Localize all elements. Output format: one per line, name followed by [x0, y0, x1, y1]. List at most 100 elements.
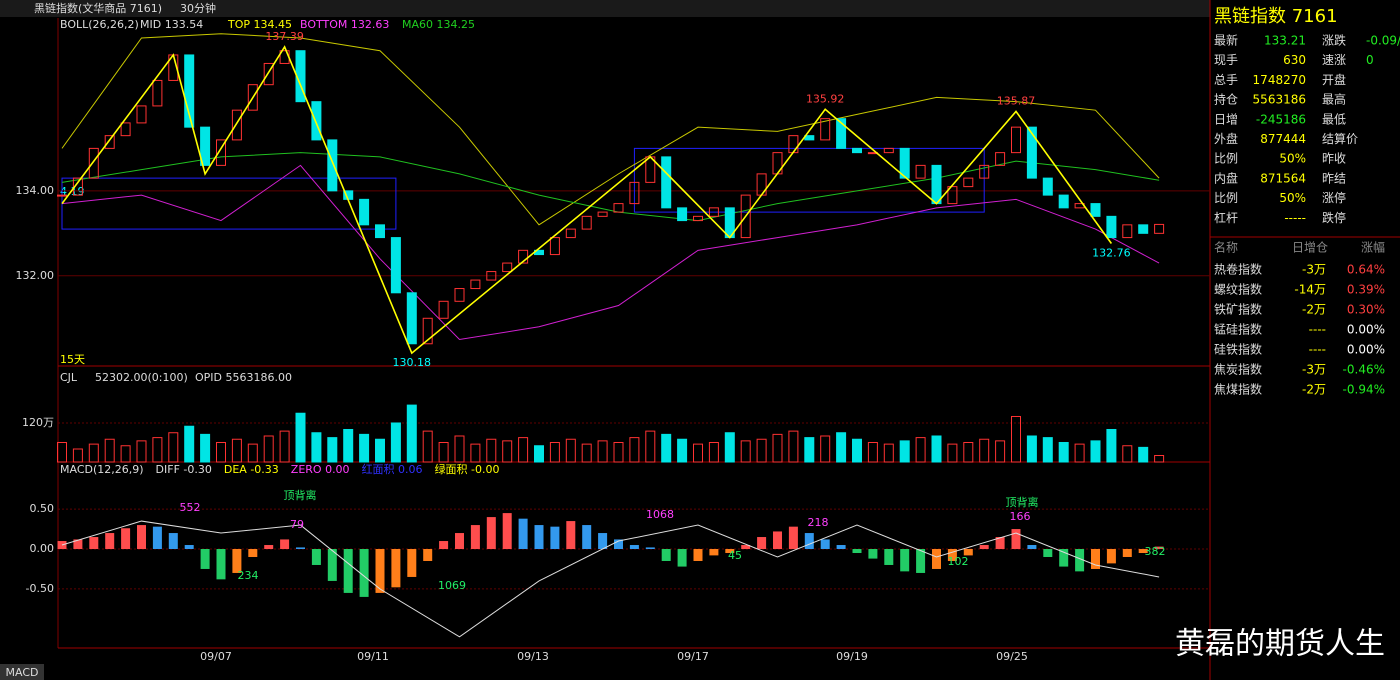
volume-bar [534, 445, 544, 463]
legend-item: DEA -0.33 [224, 463, 279, 476]
macd-label: 102 [948, 555, 969, 568]
field-value: 50% [1279, 191, 1306, 205]
macd-bar [1059, 549, 1069, 567]
candle [406, 292, 417, 345]
candle [629, 181, 640, 205]
candle [708, 207, 719, 217]
volume-bar [486, 438, 497, 463]
volume-bar [200, 433, 211, 463]
macd-bar [296, 547, 305, 550]
macd-bar [455, 533, 464, 550]
volume-bar [57, 441, 67, 463]
macd-bar [327, 549, 337, 581]
macd-bar [534, 525, 544, 550]
macd-bar [1122, 549, 1132, 557]
diff-line [61, 520, 1160, 638]
table-cell: -3万 [1302, 263, 1326, 277]
volume-bar [168, 432, 179, 463]
volume-bar [1011, 415, 1021, 463]
volume-bar [899, 440, 910, 463]
volume-bar [231, 438, 242, 463]
table-cell: 锰硅指数 [1214, 322, 1262, 337]
volume-bar [661, 433, 672, 463]
field-value: -0.09/ [1366, 34, 1400, 48]
macd-bar [614, 539, 623, 550]
legend-item: 52302.00(0:100) [95, 371, 188, 384]
macd-bar [73, 539, 83, 550]
field-label: 总手 [1214, 73, 1238, 87]
candle [1090, 203, 1101, 217]
y-tick-label: 0.00 [30, 542, 55, 555]
candle [549, 237, 560, 256]
volume-bar [502, 440, 513, 463]
candle [963, 177, 974, 188]
macd-bar [502, 513, 512, 550]
x-tick-label: 09/25 [996, 650, 1028, 663]
candle [804, 135, 815, 141]
period[interactable]: 30分钟 [180, 1, 216, 15]
macd-bar [709, 549, 719, 556]
indicator-line [61, 164, 1160, 341]
tab-label[interactable]: MACD [6, 666, 39, 679]
candle [1042, 177, 1053, 196]
table-cell: 0.64% [1347, 263, 1385, 277]
table-cell: -3万 [1302, 363, 1326, 377]
table-cell: ---- [1309, 343, 1326, 357]
volume-bar [565, 438, 576, 463]
macd-label: 45 [728, 549, 742, 562]
volume-bar [772, 433, 783, 463]
period-label: 15天 [60, 353, 85, 366]
candle [454, 288, 465, 302]
candle [184, 54, 195, 128]
field-value: 1748270 [1253, 73, 1306, 87]
field-value: 877444 [1260, 132, 1306, 146]
box [633, 147, 985, 213]
candle [422, 317, 433, 345]
y-tick-label: 120万 [22, 416, 54, 429]
volume-bar [295, 412, 306, 463]
legend-item: OPID 5563186.00 [195, 371, 292, 384]
volume-bar [120, 445, 131, 463]
candle [883, 147, 894, 154]
legend-item: 绿面积 -0.00 [435, 462, 500, 476]
macd-bar [375, 549, 385, 593]
macd-label: 1068 [646, 508, 674, 521]
field-label: 涨跌 [1322, 33, 1346, 48]
divergence-label: 顶背离 [284, 488, 317, 502]
y-tick-label: 132.00 [16, 269, 55, 282]
field-value: 133.21 [1264, 34, 1306, 48]
tab[interactable] [0, 664, 44, 680]
volume-bar [645, 430, 656, 463]
volume-bar [390, 422, 401, 463]
candle [152, 79, 163, 107]
macd-bar [280, 539, 290, 550]
x-tick-label: 09/17 [677, 650, 709, 663]
field-label: 持仓 [1214, 92, 1238, 107]
macd-bar [884, 549, 894, 565]
volume-bar [1154, 454, 1165, 463]
macd-bar [804, 533, 814, 550]
macd-bar [1154, 546, 1164, 550]
macd-bar [900, 549, 910, 572]
table-cell: ---- [1309, 323, 1326, 337]
macd-bar [152, 526, 162, 550]
candle [995, 152, 1006, 166]
candle [947, 186, 958, 205]
macd-label: 166 [1010, 510, 1031, 523]
candle [1122, 224, 1133, 239]
legend-item: ZERO 0.00 [291, 463, 350, 476]
macd-bar [629, 545, 639, 550]
price-label: 135.92 [806, 92, 845, 105]
candle [565, 228, 576, 239]
volume-bar [549, 441, 560, 463]
volume-bar [470, 443, 481, 463]
field-label: 比例 [1214, 152, 1238, 166]
candle [136, 105, 147, 124]
volume-bar [724, 432, 735, 463]
candle [502, 262, 513, 273]
candle [661, 156, 672, 209]
candle [359, 198, 370, 226]
